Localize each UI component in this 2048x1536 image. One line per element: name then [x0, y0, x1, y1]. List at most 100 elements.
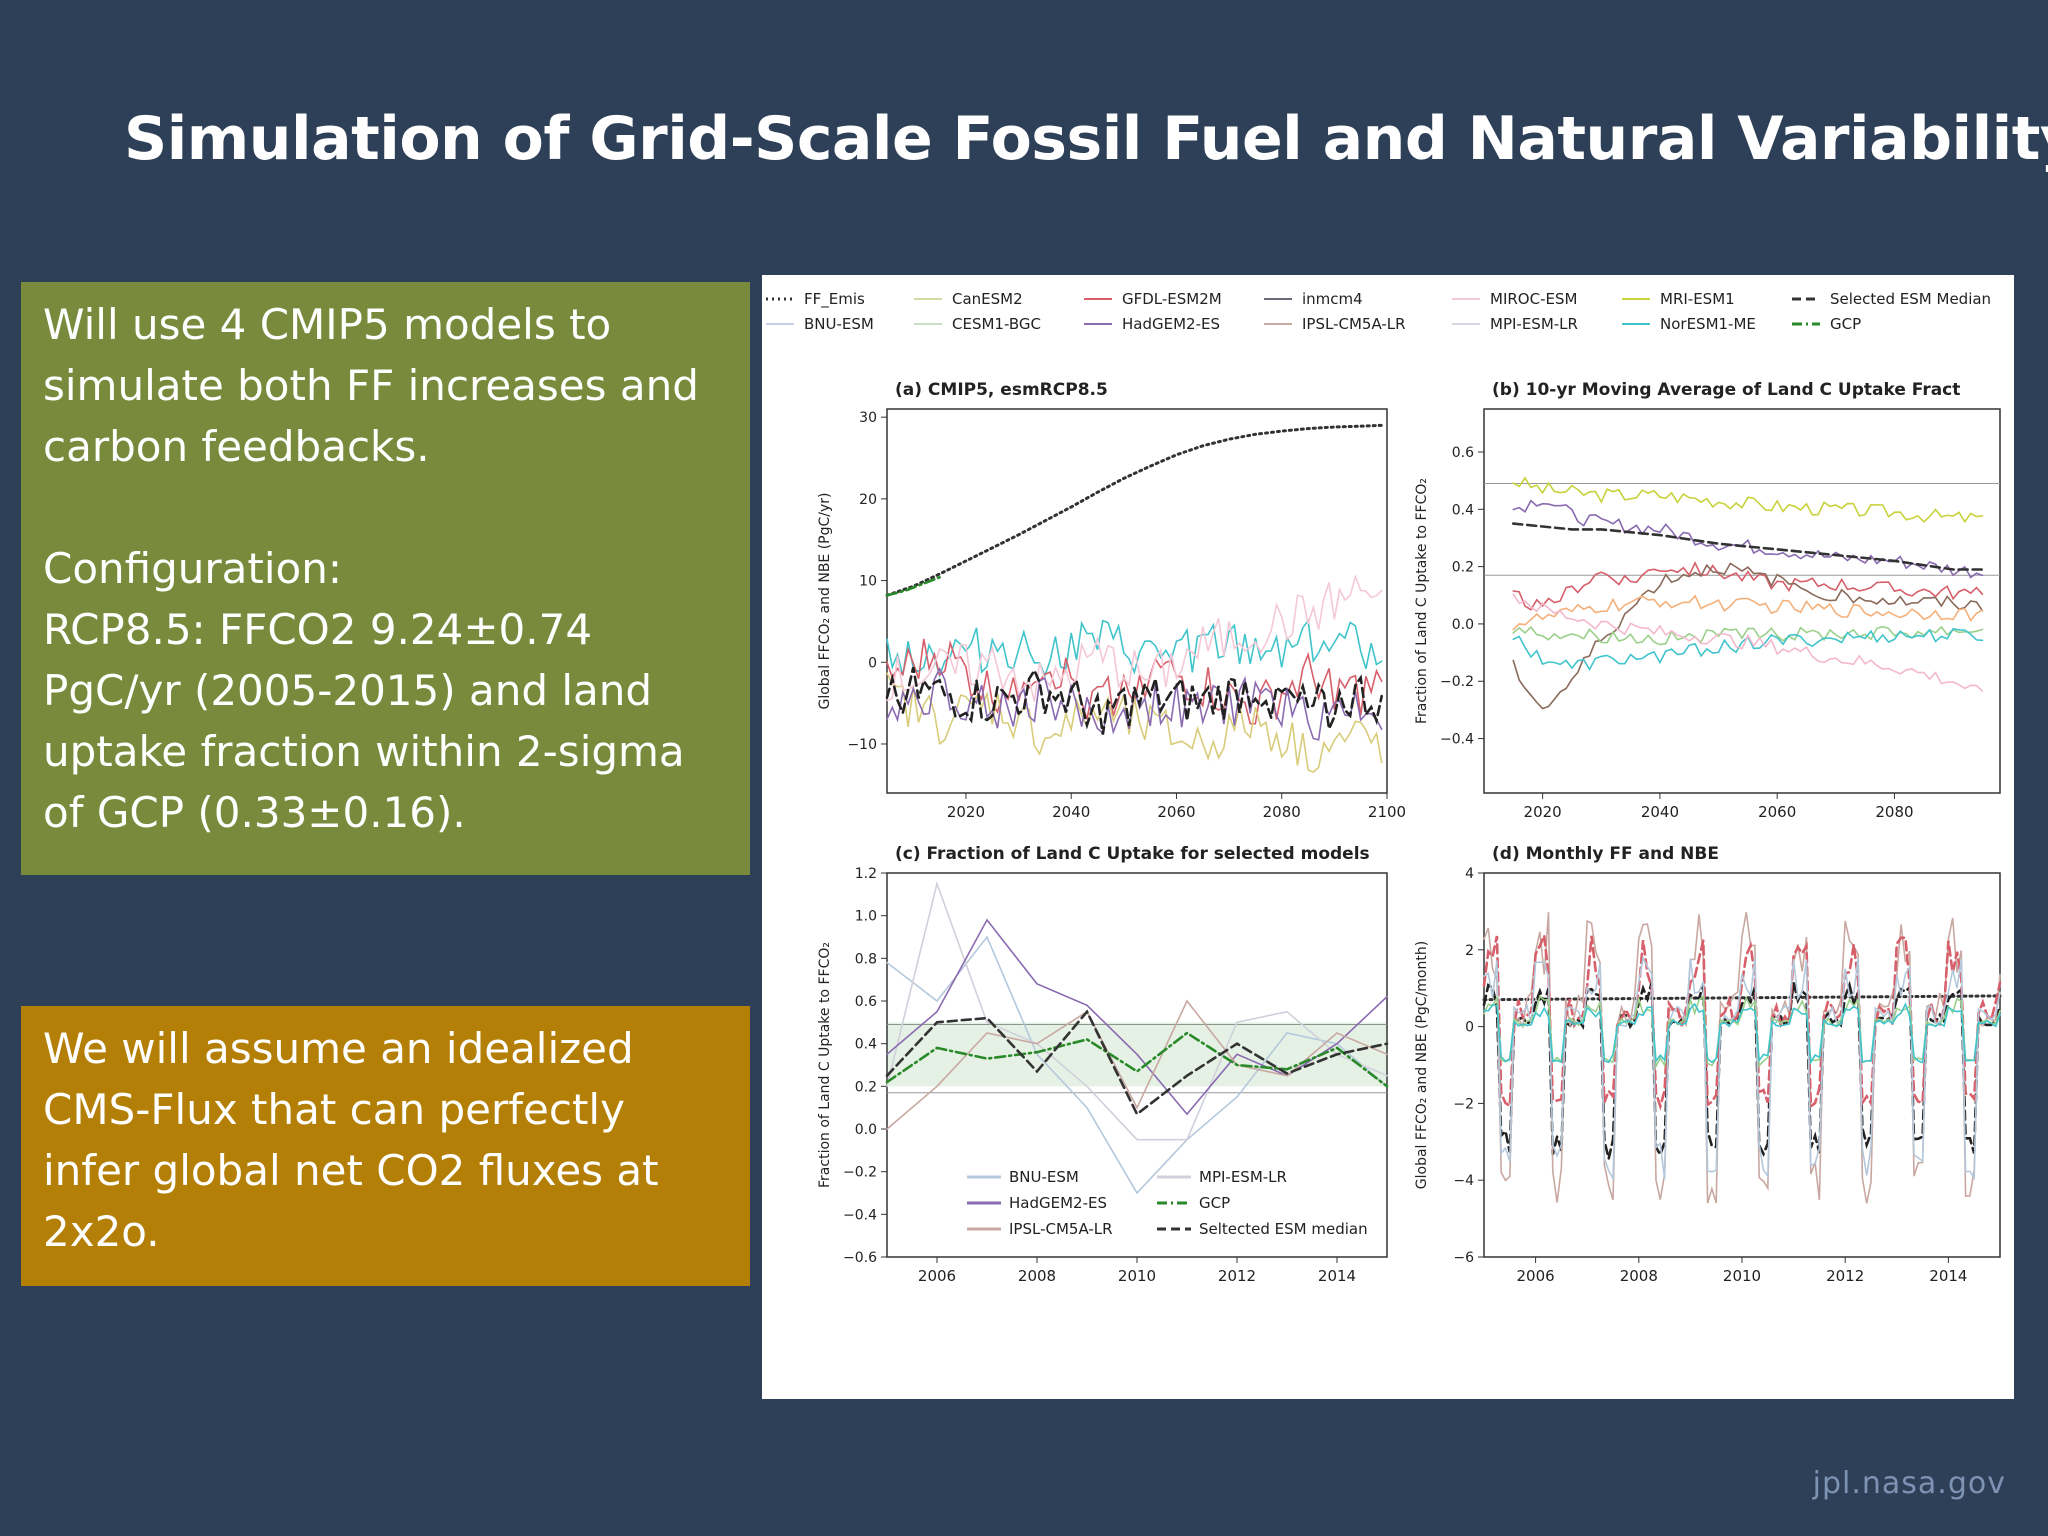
plot-frame [1483, 872, 2001, 1258]
text-line: simulate both FF increases and [43, 361, 699, 410]
x-tick-label: 2012 [1826, 1267, 1864, 1285]
legend-label: BNU-ESM [804, 315, 874, 333]
legend-label: FF_Emis [804, 290, 865, 309]
legend-label: Selected ESM Median [1830, 290, 1991, 308]
y-tick-label: 0.2 [1452, 560, 1474, 576]
y-tick-label: −0.4 [843, 1207, 877, 1223]
text-line: PgC/yr (2005-2015) and land [43, 666, 653, 715]
legend-label: CanESM2 [952, 290, 1023, 308]
series-line [886, 935, 1388, 1195]
legend-label: IPSL-CM5A-LR [1302, 315, 1406, 333]
text-line: Will use 4 CMIP5 models to [43, 300, 612, 349]
text-line: We will assume an idealized [43, 1024, 634, 1073]
text-box-models: Will use 4 CMIP5 models to simulate both… [21, 282, 750, 875]
x-tick-label: 2008 [1620, 1267, 1658, 1285]
panel-title: (d) Monthly FF and NBE [1492, 844, 1719, 864]
plot-frame [1483, 408, 2001, 794]
legend-label: HadGEM2-ES [1122, 315, 1220, 333]
legend-label: MIROC-ESM [1490, 290, 1577, 308]
x-tick-label: 2020 [1524, 803, 1562, 821]
legend-label: HadGEM2-ES [1009, 1194, 1107, 1212]
legend-label: GCP [1199, 1194, 1230, 1212]
y-axis-label: Fraction of Land C Uptake to FFCO₂ [817, 942, 833, 1188]
x-tick-label: 2006 [1517, 1267, 1555, 1285]
series-line [1483, 994, 2001, 1070]
y-tick-label: 4 [1465, 866, 1474, 882]
panel-title: (c) Fraction of Land C Uptake for select… [895, 844, 1370, 864]
y-tick-label: 0.4 [855, 1037, 877, 1053]
figure-panel: FF_Emis CanESM2 GFDL-ESM2M inmcm4 MIROC-ESM M… [762, 275, 2014, 1399]
series-line [886, 880, 1388, 1141]
series-line [1482, 930, 2002, 1111]
panel-title: (a) CMIP5, esmRCP8.5 [895, 380, 1108, 400]
legend-label: MRI-ESM1 [1660, 290, 1735, 308]
y-tick-label: 0 [1465, 1020, 1474, 1036]
series-line [1483, 912, 2001, 1204]
x-tick-label: 2010 [1118, 1267, 1156, 1285]
series-line [886, 918, 1388, 1116]
series-line [1512, 499, 1984, 579]
slide-title: Simulation of Grid-Scale Fossil Fuel and… [124, 104, 2048, 174]
legend-label: NorESM1-ME [1660, 315, 1756, 333]
series-line [885, 576, 941, 597]
series-line [885, 667, 1383, 735]
series-line [1483, 955, 2001, 1182]
x-tick-label: 2010 [1723, 1267, 1761, 1285]
series-line [885, 423, 1384, 597]
text-line: 2x2o. [43, 1207, 160, 1256]
text-line: of GCP (0.33±0.16). [43, 788, 466, 837]
x-tick-label: 2014 [1318, 1267, 1356, 1285]
x-tick-label: 2006 [918, 1267, 956, 1285]
y-tick-label: 0.2 [855, 1079, 877, 1095]
text-box-assumption: We will assume an idealized CMS-Flux tha… [21, 1006, 750, 1286]
series-line [885, 1031, 1389, 1088]
legend-label: MPI-ESM-LR [1490, 315, 1578, 333]
y-tick-label: 0.8 [855, 951, 877, 967]
x-tick-label: 2080 [1263, 803, 1301, 821]
series-line [1512, 561, 1984, 611]
text-line: RCP8.5: FFCO2 9.24±0.74 [43, 605, 593, 654]
footer-url: jpl.nasa.gov [1812, 1466, 2006, 1501]
x-tick-label: 2014 [1929, 1267, 1967, 1285]
y-tick-label: 0.6 [855, 994, 877, 1010]
x-tick-label: 2008 [1018, 1267, 1056, 1285]
series-line [1512, 594, 1984, 631]
x-tick-label: 2060 [1157, 803, 1195, 821]
series-line [886, 618, 1383, 679]
text-line: infer global net CO2 fluxes at [43, 1146, 659, 1195]
legend-label: CESM1-BGC [952, 315, 1041, 333]
y-tick-label: 0 [868, 655, 877, 671]
y-tick-label: −6 [1453, 1250, 1474, 1266]
y-tick-label: −0.2 [843, 1165, 877, 1181]
series-line [886, 574, 1383, 702]
x-tick-label: 2040 [1052, 803, 1090, 821]
text-line: CMS-Flux that can perfectly [43, 1085, 625, 1134]
x-tick-label: 2040 [1641, 803, 1679, 821]
y-tick-label: −0.2 [1440, 674, 1474, 690]
series-line [1512, 562, 1984, 710]
x-tick-label: 2080 [1875, 803, 1913, 821]
x-tick-label: 2012 [1218, 1267, 1256, 1285]
y-tick-label: 30 [859, 410, 877, 426]
x-tick-label: 2100 [1368, 803, 1406, 821]
y-tick-label: 1.0 [855, 909, 877, 925]
y-axis-label: Global FFCO₂ and NBE (PgC/yr) [817, 492, 833, 709]
paragraph-spacer [43, 477, 728, 538]
legend-label: GFDL-ESM2M [1122, 290, 1222, 308]
legend-label: MPI-ESM-LR [1199, 1168, 1287, 1186]
text-line: Configuration: [43, 544, 342, 593]
series-line [1512, 593, 1984, 692]
y-tick-label: 20 [859, 492, 877, 508]
text-line: uptake fraction within 2-sigma [43, 727, 685, 776]
legend-label: BNU-ESM [1009, 1168, 1079, 1186]
legend-label: GCP [1830, 315, 1861, 333]
y-tick-label: 1.2 [855, 866, 877, 882]
y-tick-label: −2 [1453, 1096, 1474, 1112]
y-axis-label: Global FFCO₂ and NBE (PgC/month) [1414, 941, 1430, 1189]
series-line [885, 1009, 1389, 1117]
series-line [1483, 1002, 2001, 1065]
y-tick-label: 0.4 [1452, 502, 1474, 518]
x-tick-label: 2060 [1758, 803, 1796, 821]
legend-label: Seltected ESM median [1199, 1220, 1368, 1238]
legend-label: inmcm4 [1302, 290, 1363, 308]
